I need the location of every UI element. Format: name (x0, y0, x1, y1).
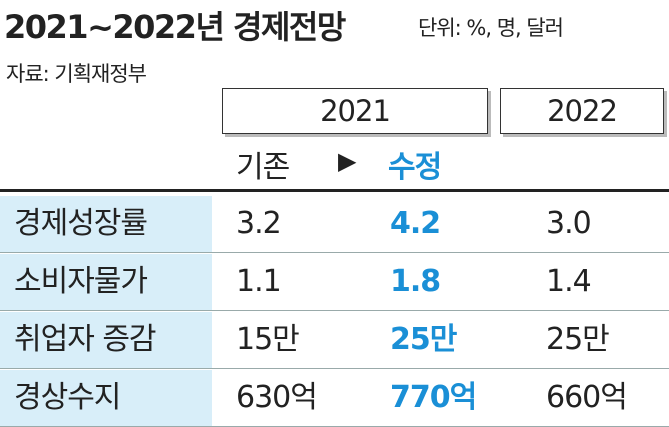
table-row: 소비자물가 1.1 1.8 1.4 (0, 254, 669, 311)
title: 2021~2022년 경제전망 (4, 8, 346, 46)
table-cell: 25만 (546, 322, 610, 357)
row-label-cell: 취업자 증감 (0, 312, 212, 368)
row-label: 취업자 증감 (14, 322, 157, 357)
row-label-cell: 소비자물가 (0, 254, 212, 310)
row-label: 경상수지 (14, 380, 121, 415)
rule (0, 189, 669, 192)
table-row: 경제성장률 3.2 4.2 3.0 (0, 196, 669, 253)
table-row: 경상수지 630억 770억 660억 (0, 370, 669, 427)
table-cell: 770억 (390, 380, 477, 415)
year-header: 2021 (222, 88, 488, 134)
subheader: 기존 (236, 150, 290, 185)
table-cell: 4.2 (390, 206, 441, 241)
table-cell: 15만 (236, 322, 300, 357)
row-label: 경제성장률 (14, 206, 148, 241)
year-header: 2022 (500, 88, 664, 134)
subheader: 수정 (388, 150, 442, 185)
table-cell: 1.4 (546, 264, 592, 299)
table-cell: 25만 (390, 322, 457, 357)
table-cell: 1.1 (236, 264, 282, 299)
table-cell: 1.8 (390, 264, 441, 299)
row-label: 소비자물가 (14, 264, 148, 299)
row-label-cell: 경상수지 (0, 370, 212, 426)
row-label-cell: 경제성장률 (0, 196, 212, 252)
source-note: 자료: 기획재정부 (6, 62, 147, 86)
table-cell: 660억 (546, 380, 628, 415)
arrow-label: ▶ (338, 147, 356, 175)
table-cell: 630억 (236, 380, 318, 415)
table-row: 취업자 증감 15만 25만 25만 (0, 312, 669, 369)
table-cell: 3.0 (546, 206, 592, 241)
table-cell: 3.2 (236, 206, 282, 241)
unit-note: 단위: %, 명, 달러 (418, 16, 564, 40)
